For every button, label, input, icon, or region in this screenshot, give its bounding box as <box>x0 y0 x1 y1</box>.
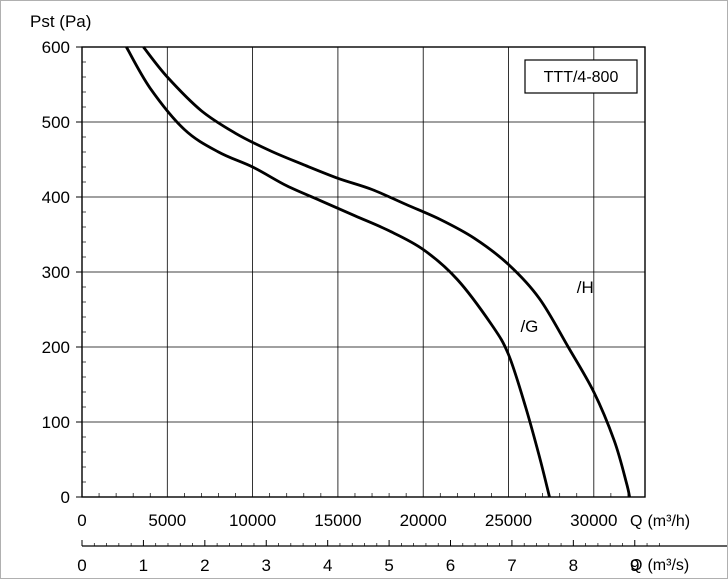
minor-ticks <box>82 61 629 497</box>
x-tick-label: 30000 <box>570 511 617 530</box>
y-tick-label: 600 <box>42 38 70 57</box>
x-tick-labels: 0 5000 10000 15000 20000 25000 30000 <box>77 511 617 530</box>
x2-tick-label: 2 <box>200 556 209 575</box>
y-axis-label: Pst (Pa) <box>30 12 91 31</box>
grid-lines <box>81 46 645 498</box>
x-tick-label: 5000 <box>148 511 186 530</box>
y-tick-label: 300 <box>42 263 70 282</box>
x2-axis-label: Q (m³/s) <box>630 557 689 574</box>
x-axis-label: Q (m³/h) <box>630 513 690 530</box>
series-label-h: /H <box>577 278 594 297</box>
series-label-g: /G <box>520 317 538 336</box>
series-curve-g <box>125 46 551 498</box>
x2-tick-label: 6 <box>446 556 455 575</box>
x2-tick-label: 8 <box>569 556 578 575</box>
y-tick-label: 400 <box>42 188 70 207</box>
x-tick-label: 15000 <box>314 511 361 530</box>
x2-tick-label: 4 <box>323 556 332 575</box>
model-label-text: TTT/4-800 <box>544 69 619 86</box>
y-tick-label: 200 <box>42 338 70 357</box>
x2-tick-label: 1 <box>139 556 148 575</box>
x-tick-label: 0 <box>77 511 86 530</box>
y-tick-label: 0 <box>61 488 70 507</box>
secondary-x-axis: 0 1 2 3 4 5 6 7 8 9 <box>77 540 727 575</box>
y-tick-labels: 0 100 200 300 400 500 600 <box>42 38 82 507</box>
model-label-frame <box>524 59 638 94</box>
x2-tick-label: 3 <box>262 556 271 575</box>
series-curve-h <box>142 46 631 498</box>
x-tick-label: 20000 <box>400 511 447 530</box>
x2-tick-label: 7 <box>507 556 516 575</box>
model-label-box: TTT/4-800 <box>524 59 638 94</box>
x-tick-label: 10000 <box>229 511 276 530</box>
x2-tick-label: 9 <box>630 556 639 575</box>
y-tick-label: 100 <box>42 413 70 432</box>
series-curves: /G/H <box>125 46 631 498</box>
x2-tick-label: 5 <box>384 556 393 575</box>
x2-tick-label: 0 <box>77 556 86 575</box>
x-tick-label: 25000 <box>485 511 532 530</box>
y-tick-label: 500 <box>42 113 70 132</box>
